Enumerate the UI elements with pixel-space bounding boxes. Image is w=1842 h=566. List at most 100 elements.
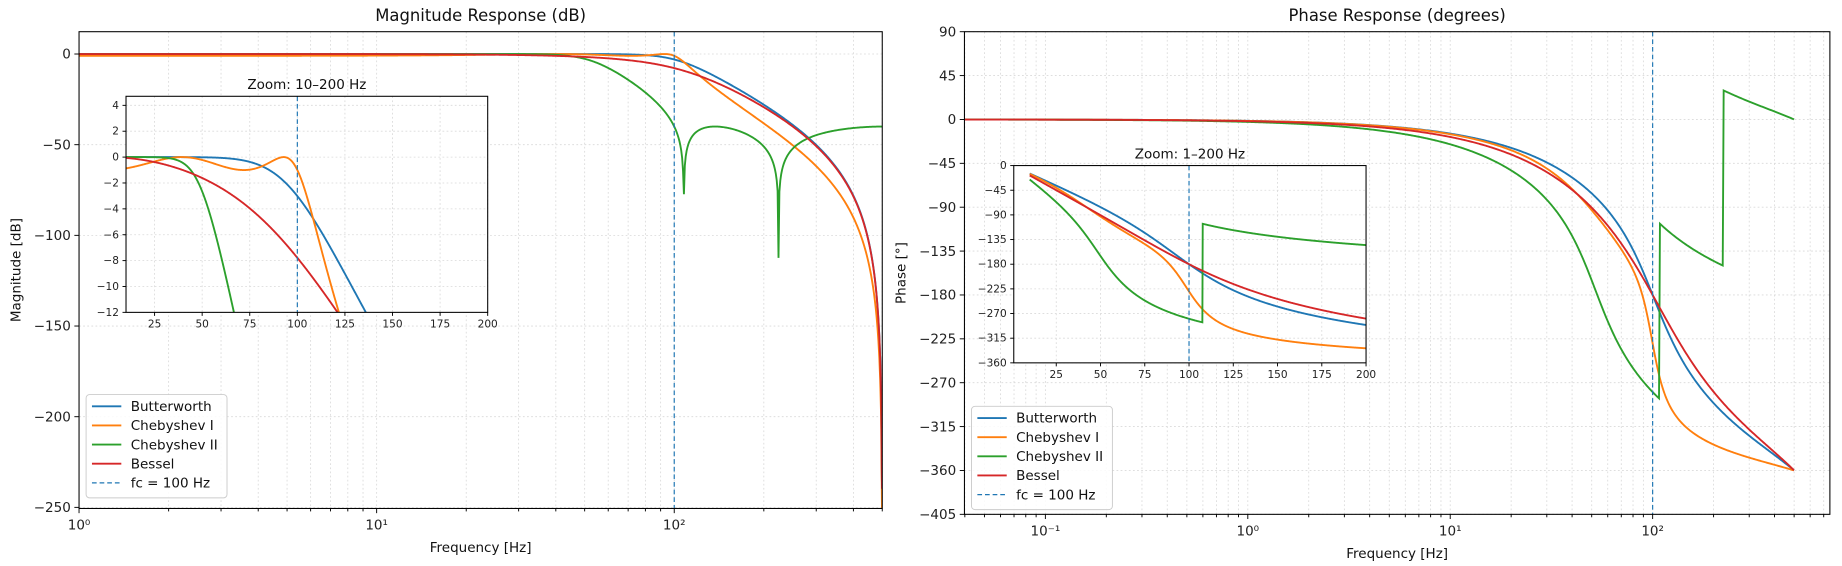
x-tick-label: 100 <box>287 319 307 331</box>
axes-frame <box>78 31 883 509</box>
y-tick-label: 2 <box>112 126 119 138</box>
y-tick-label: −180 <box>919 288 956 304</box>
y-tick-label: 4 <box>112 100 119 112</box>
x-tick-label: 10² <box>663 518 686 534</box>
legend-label-bessel: Bessel <box>131 456 175 472</box>
x-tick-label: 100 <box>1179 369 1199 381</box>
series-line-bessel <box>126 156 339 313</box>
y-tick-label: −90 <box>928 200 957 216</box>
legend-label-cheby2: Chebyshev II <box>1016 449 1103 465</box>
series-group <box>126 96 367 313</box>
plot-background <box>126 96 488 313</box>
series-line-butter <box>1029 172 1367 326</box>
y-tick-label: −250 <box>34 500 71 516</box>
series-group <box>964 31 1795 515</box>
x-tick-label: 200 <box>1356 369 1376 381</box>
legend-label-cheby1: Chebyshev I <box>1016 430 1099 446</box>
x-tick-label: 175 <box>1312 369 1332 381</box>
legend-phase: Butterworth Chebyshev I Chebyshev II Bessel… <box>971 405 1113 511</box>
legend-label-butter: Butterworth <box>1016 411 1097 427</box>
x-tick-label: 175 <box>430 319 450 331</box>
y-tick-label: 0 <box>1000 160 1007 172</box>
series-group <box>79 31 883 509</box>
y-tick-label: −315 <box>978 333 1007 345</box>
legend-label-cutoff: fc = 100 Hz <box>131 476 210 492</box>
x-tick-label: 125 <box>335 319 355 331</box>
x-tick-label: 10⁰ <box>1237 523 1260 539</box>
legend-box <box>85 394 228 499</box>
y-tick-label: −45 <box>984 185 1006 197</box>
x-tick-label: 10⁰ <box>68 518 91 534</box>
x-axis-label: Frequency [Hz] <box>1346 546 1448 562</box>
chart-title: Phase Response (degrees) <box>1289 6 1506 25</box>
series-line-bessel <box>79 53 883 489</box>
legend-label-bessel: Bessel <box>1016 468 1060 484</box>
x-axis-label: Frequency [Hz] <box>430 540 532 556</box>
x-tick-label: 50 <box>195 319 209 331</box>
legend-label-butter: Butterworth <box>131 399 212 415</box>
y-tick-label: −405 <box>919 507 956 523</box>
series-line-bessel <box>1029 174 1367 320</box>
y-tick-label: −2 <box>103 177 119 189</box>
y-tick-label: 0 <box>948 112 957 128</box>
series-line-cheby2 <box>126 156 235 313</box>
y-tick-label: 45 <box>939 68 956 84</box>
series-line-cheby2 <box>1029 178 1367 324</box>
x-tick-label: 150 <box>382 319 402 331</box>
y-tick-label: −100 <box>34 228 71 244</box>
inset-title: Zoom: 10–200 Hz <box>247 77 366 93</box>
chart-title: Magnitude Response (dB) <box>375 6 586 25</box>
series-line-cheby1 <box>126 156 340 313</box>
legend-label-cutoff: fc = 100 Hz <box>1016 487 1095 503</box>
y-tick-label: 0 <box>112 152 119 164</box>
x-tick-label: 10¹ <box>1439 523 1462 539</box>
y-tick-label: −180 <box>978 259 1007 271</box>
y-tick-label: −315 <box>919 419 956 435</box>
y-tick-label: −270 <box>978 308 1007 320</box>
x-tick-label: 75 <box>1138 369 1151 381</box>
x-tick-label: 10⁻¹ <box>1031 523 1061 539</box>
y-tick-label: −10 <box>97 281 120 293</box>
y-tick-label: −45 <box>928 156 957 172</box>
x-tick-label: 10² <box>1641 523 1664 539</box>
y-tick-label: −360 <box>978 357 1007 369</box>
y-tick-label: −50 <box>42 137 71 153</box>
y-axis-label: Phase [°] <box>894 242 910 304</box>
y-tick-label: −225 <box>919 332 956 348</box>
axes-frame <box>125 95 489 313</box>
x-tick-label: 25 <box>148 319 161 331</box>
series-group <box>1029 165 1367 363</box>
x-tick-label: 10¹ <box>365 518 388 534</box>
y-tick-label: −8 <box>103 255 119 267</box>
y-tick-label: −4 <box>103 203 119 215</box>
inset-title: Zoom: 1–200 Hz <box>1135 147 1245 163</box>
y-tick-label: −6 <box>103 229 119 241</box>
y-tick-label: −150 <box>34 319 71 335</box>
y-tick-label: −360 <box>919 463 956 479</box>
chart-phase-zoom: 25 50 75 100 125 150 175 200 0 −45 −90 −135 −180 −225… <box>978 147 1377 382</box>
y-tick-label: −135 <box>919 244 956 260</box>
y-tick-label: −12 <box>97 307 119 319</box>
legend-magnitude: Butterworth Chebyshev I Chebyshev II Bessel… <box>85 394 228 499</box>
y-tick-label: −200 <box>34 409 71 425</box>
legend-label-cheby2: Chebyshev II <box>131 437 218 453</box>
x-tick-label: 200 <box>478 319 498 331</box>
y-tick-label: −135 <box>978 234 1007 246</box>
chart-magnitude-zoom: 25 50 75 100 125 150 175 200 4 2 0 −2 −4 −6 −8 −10 −12 Zo… <box>97 77 498 330</box>
x-tick-label: 150 <box>1267 369 1287 381</box>
legend-box <box>971 405 1113 511</box>
legend-label-cheby1: Chebyshev I <box>131 418 214 434</box>
y-axis-label: Magnitude [dB] <box>8 218 24 322</box>
y-tick-label: −90 <box>984 209 1007 221</box>
x-tick-label: 75 <box>243 319 256 331</box>
series-line-bessel <box>964 118 1795 471</box>
x-tick-label: 25 <box>1050 369 1063 381</box>
axes-frame <box>963 31 1831 515</box>
y-tick-label: −270 <box>919 375 956 391</box>
x-tick-label: 50 <box>1094 369 1108 381</box>
y-tick-label: −225 <box>978 283 1007 295</box>
y-tick-label: 0 <box>62 47 71 63</box>
x-tick-label: 125 <box>1223 369 1243 381</box>
y-tick-label: 90 <box>939 24 956 40</box>
